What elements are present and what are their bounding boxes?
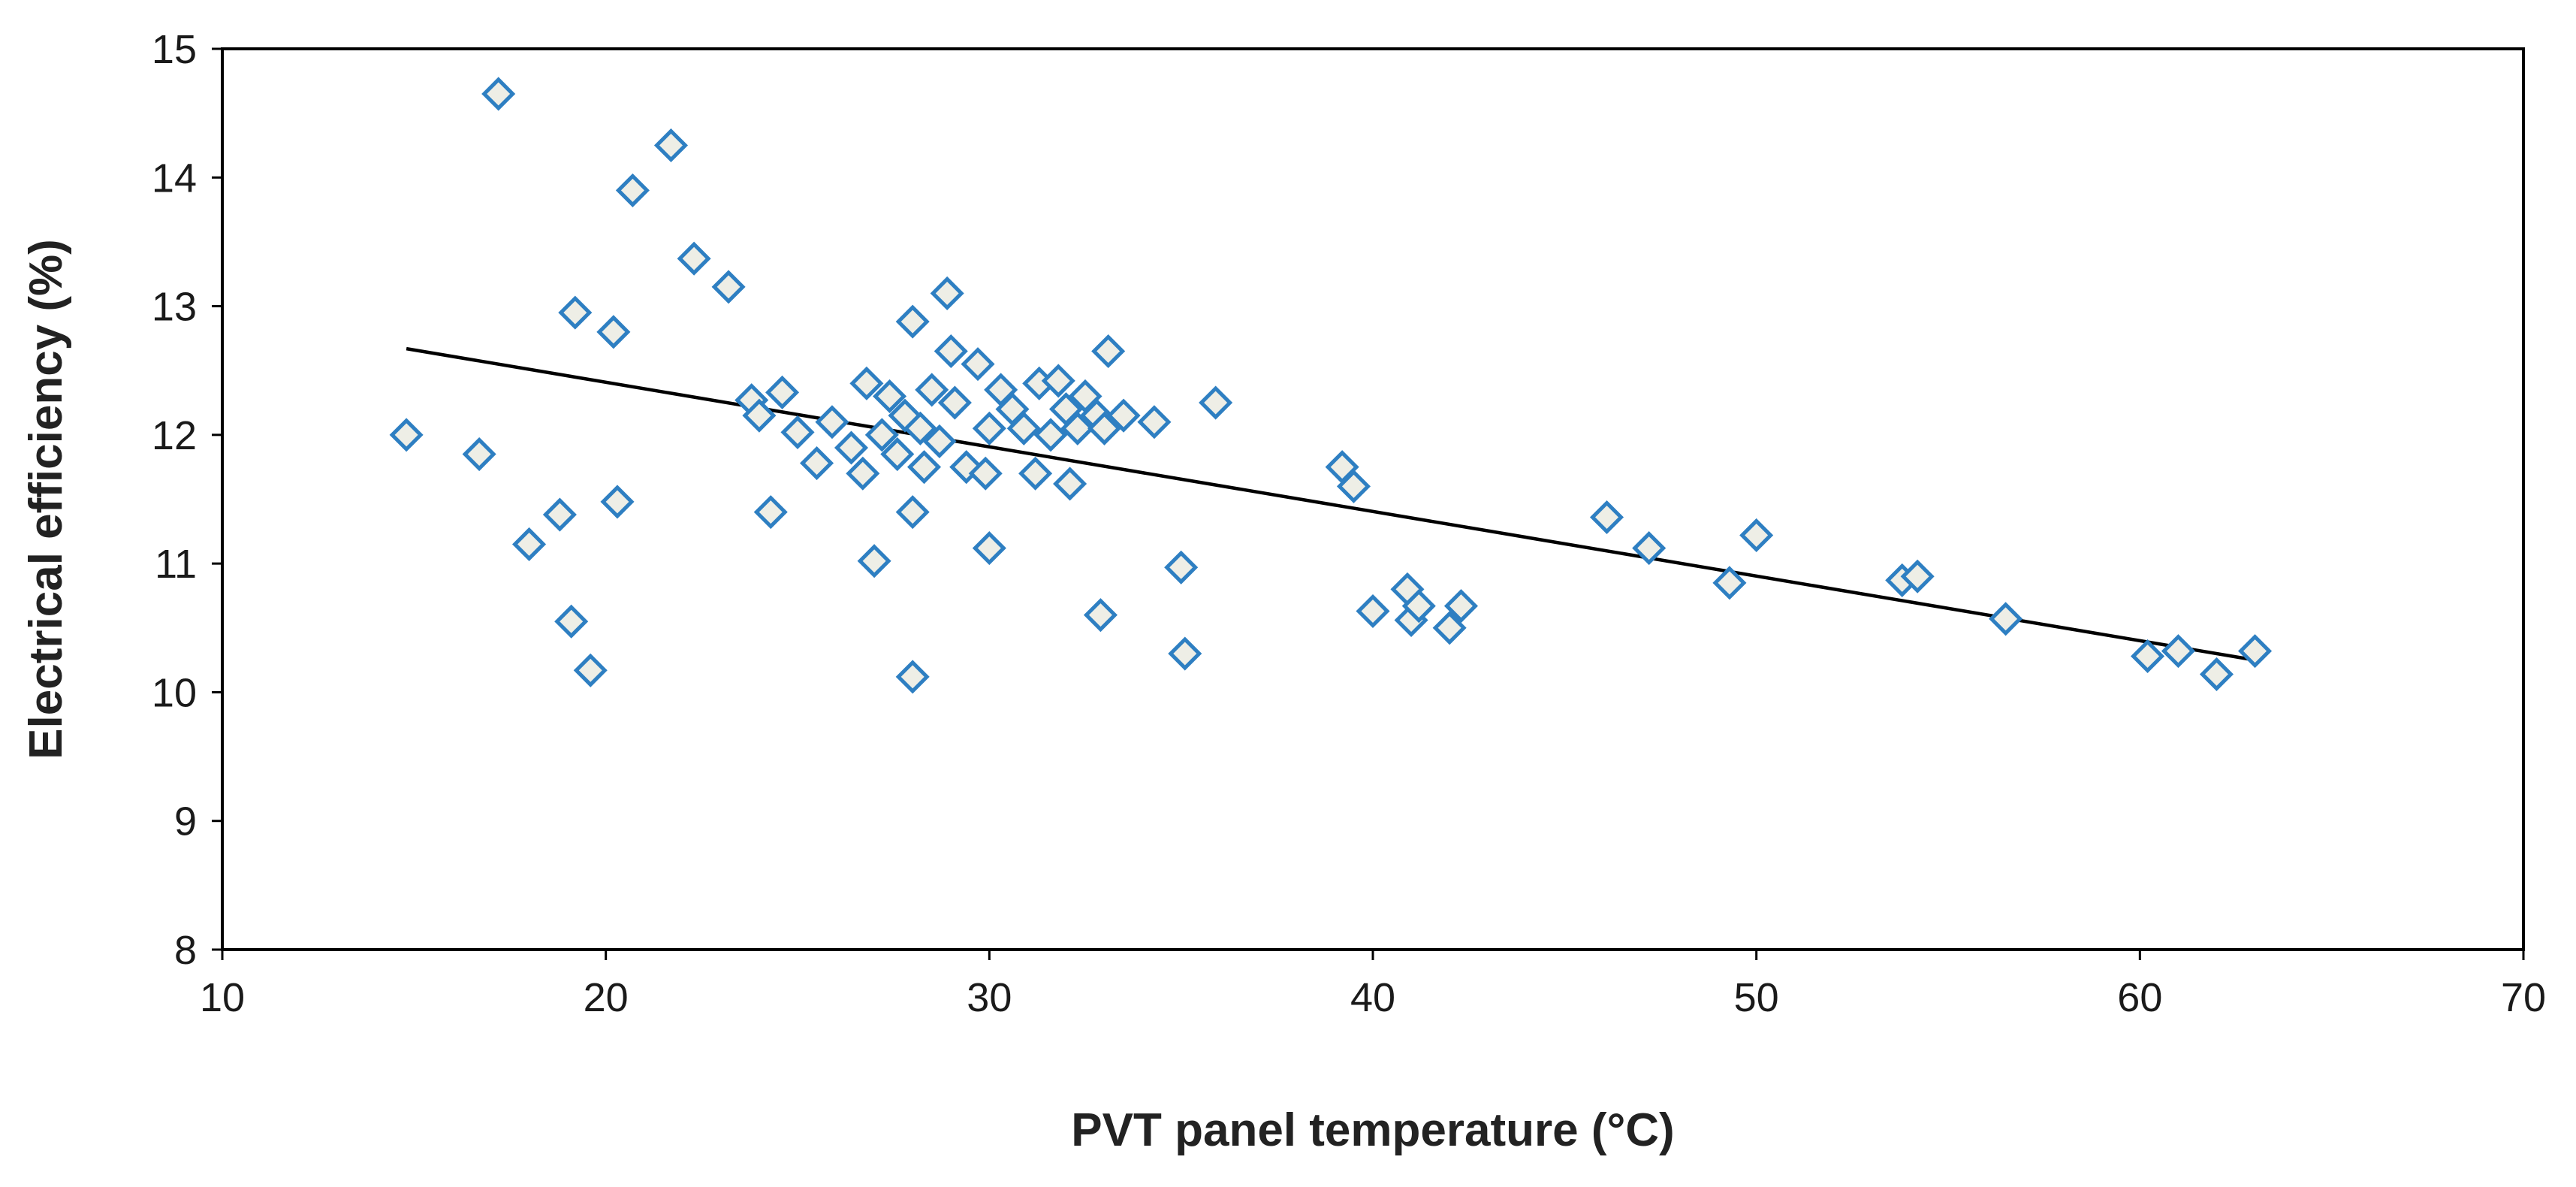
data-point-diamond	[1060, 411, 1095, 446]
x-tick-label: 50	[1734, 975, 1779, 1020]
data-point-diamond	[1018, 456, 1053, 491]
data-point-diamond	[1589, 500, 1624, 535]
y-tick-label: 10	[152, 670, 197, 715]
x-tick-label: 10	[200, 975, 245, 1020]
data-point-diamond	[972, 531, 1006, 566]
data-point-diamond	[873, 379, 907, 414]
data-point-diamond	[1091, 334, 1126, 369]
y-tick-label: 15	[152, 27, 197, 72]
data-point-diamond	[1053, 467, 1087, 501]
data-point-diamond	[389, 418, 424, 452]
data-point-diamond	[558, 295, 593, 330]
data-point-diamond	[864, 418, 899, 452]
data-point-diamond	[1199, 385, 1233, 420]
data-point-diamond	[1632, 531, 1667, 566]
y-tick-label: 12	[152, 413, 197, 458]
data-point-diamond	[895, 495, 930, 530]
data-point-diamond	[1087, 411, 1122, 446]
data-point-diamond	[2199, 657, 2234, 691]
data-point-diamond	[937, 385, 972, 420]
data-point-diamond	[600, 485, 635, 519]
data-point-diamond	[895, 660, 930, 694]
y-axis-ticks: 8 9 10 11 12 13 14 15	[152, 27, 222, 973]
x-tick-label: 20	[584, 975, 629, 1020]
data-point-diamond	[1006, 411, 1041, 446]
data-point-diamond	[615, 173, 650, 207]
y-tick-label: 11	[155, 542, 197, 587]
x-tick-label: 30	[967, 975, 1012, 1020]
data-point-diamond	[834, 430, 869, 465]
data-point-diamond	[1712, 566, 1747, 600]
data-points	[389, 77, 2273, 694]
data-point-diamond	[462, 437, 496, 472]
data-point-diamond	[1739, 518, 1774, 552]
data-point-diamond	[930, 276, 964, 310]
x-axis-title: PVT panel temperature (°C)	[1071, 1104, 1674, 1156]
data-point-diamond	[2161, 634, 2195, 669]
data-point-diamond	[481, 77, 516, 111]
data-point-diamond	[880, 437, 915, 472]
data-point-diamond	[1083, 598, 1118, 633]
y-axis-title: Electrical efficiency (%)	[20, 239, 72, 760]
data-point-diamond	[1041, 364, 1075, 398]
data-point-diamond	[753, 495, 788, 530]
data-point-diamond	[1336, 469, 1371, 503]
data-point-diamond	[511, 527, 547, 561]
y-tick-label: 14	[152, 156, 197, 201]
data-point-diamond	[815, 405, 849, 439]
data-point-diamond	[1443, 589, 1478, 624]
data-point-diamond	[677, 241, 711, 276]
data-point-diamond	[922, 424, 957, 458]
data-point-diamond	[1989, 602, 2023, 636]
data-point-diamond	[1137, 405, 1172, 439]
data-point-diamond	[711, 270, 746, 304]
x-tick-label: 60	[2117, 975, 2162, 1020]
data-point-diamond	[1432, 611, 1467, 645]
data-point-diamond	[2131, 639, 2165, 674]
data-point-diamond	[780, 415, 815, 449]
data-point-diamond	[2237, 634, 2273, 669]
data-point-diamond	[968, 456, 1003, 491]
data-point-diamond	[554, 604, 589, 639]
x-tick-label: 40	[1350, 975, 1395, 1020]
data-point-diamond	[895, 304, 930, 339]
data-point-diamond	[849, 366, 884, 400]
data-point-diamond	[903, 411, 937, 446]
data-point-diamond	[742, 398, 777, 433]
data-point-diamond	[1164, 550, 1199, 584]
data-point-diamond	[596, 315, 631, 349]
data-point-diamond	[542, 497, 577, 532]
y-tick-label: 8	[174, 928, 197, 973]
data-point-diamond	[1401, 589, 1436, 624]
data-point-diamond	[765, 375, 800, 409]
data-point-diamond	[906, 450, 942, 485]
data-point-diamond	[961, 347, 995, 382]
data-point-diamond	[653, 128, 689, 162]
plot-area	[221, 47, 2525, 951]
data-point-diamond	[1106, 398, 1141, 433]
linear-trendline	[406, 346, 2255, 662]
data-point-diamond	[934, 334, 968, 369]
y-tick-label: 9	[174, 799, 197, 844]
trendline-layer	[406, 346, 2255, 662]
y-tick-label: 13	[152, 285, 197, 330]
x-tick-label: 70	[2501, 975, 2546, 1020]
data-point-diamond	[846, 456, 880, 491]
data-point-diamond	[573, 653, 608, 687]
data-point-diamond	[972, 411, 1006, 446]
x-axis-ticks: 10 20 30 40 50 60 70	[200, 950, 2546, 1020]
data-point-diamond	[857, 544, 891, 578]
data-point-diamond	[1168, 636, 1202, 671]
data-point-diamond	[915, 373, 949, 407]
data-point-diamond	[1900, 559, 1935, 594]
data-point-diamond	[1356, 594, 1390, 629]
data-point-diamond	[799, 446, 834, 481]
data-point-diamond	[1033, 418, 1068, 452]
